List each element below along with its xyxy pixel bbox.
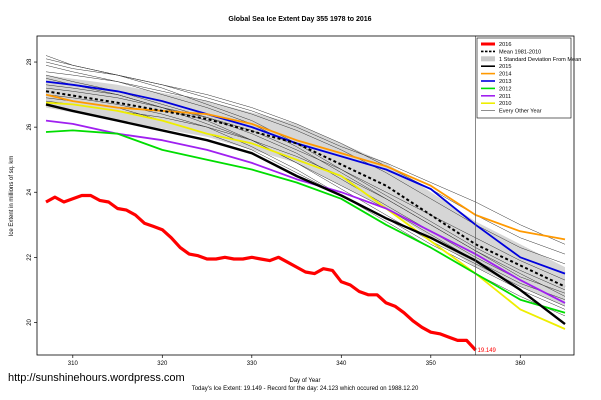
legend-label: 2010 [499,101,511,107]
x-tick-label: 310 [68,361,79,367]
legend-box [476,37,572,119]
legend-label: Every Other Year [499,109,542,115]
x-axis: 310 320 330 340 350 360 [68,355,526,367]
legend-label: 2016 [499,42,511,48]
legend-label: 2011 [499,94,511,100]
legend-label: 2013 [499,79,511,85]
x-tick-label: 320 [157,361,168,367]
y-tick-label: 28 [27,58,33,65]
end-value-label: 19.149 [478,348,497,354]
x-tick-label: 330 [247,361,258,367]
footer-text: Today's Ice Extent: 19.149 - Record for … [192,386,419,392]
series-line-2016 [45,193,477,352]
x-tick-label: 340 [336,361,347,367]
legend-label: 2015 [499,64,511,70]
y-axis-label: Ice Extent in millions of sq. km [9,156,15,237]
y-tick-label: 26 [27,123,33,130]
y-axis: 20 22 24 26 28 [27,58,37,326]
y-tick-label: 22 [27,253,33,260]
legend-label: Mean 1981-2010 [499,49,541,55]
x-tick-label: 350 [426,361,437,367]
legend-label: 2012 [499,86,511,92]
watermark: http://sunshinehours.wordpress.com [8,372,185,384]
legend-label: 1 Standard Deviation From Mean [499,57,581,63]
x-tick-label: 360 [515,361,526,367]
series-layer [45,80,566,352]
chart-title: Global Sea Ice Extent Day 355 1978 to 20… [228,16,371,23]
y-tick-label: 20 [27,318,33,325]
y-tick-label: 24 [27,188,33,195]
legend-swatch [481,56,495,62]
legend-label: 2014 [499,72,511,78]
x-axis-label: Day of Year [289,378,320,384]
plot-frame [36,35,575,356]
